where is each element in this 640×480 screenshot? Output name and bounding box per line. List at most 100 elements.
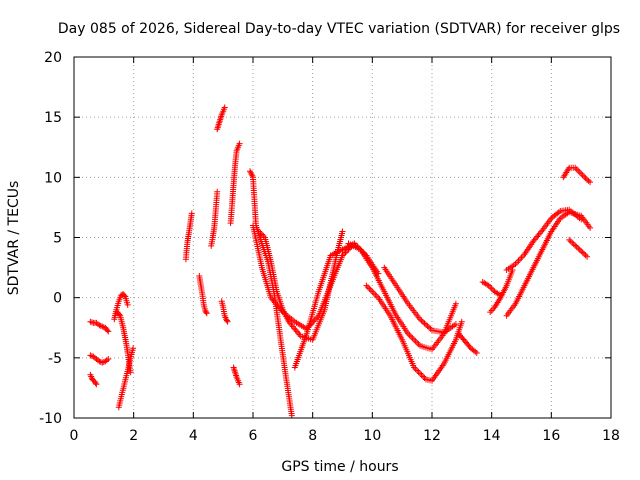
y-tick-labels: -10 -5 0 5 10 15 20 (39, 50, 62, 427)
series-pass-8 (196, 273, 210, 317)
chart-title: Day 085 of 2026, Sidereal Day-to-day VTE… (58, 21, 620, 37)
data-point (426, 324, 432, 331)
x-tick-label: 2 (129, 428, 138, 444)
x-tick-label: 18 (602, 428, 620, 444)
data-point (412, 338, 419, 345)
data-point (92, 380, 99, 387)
data-point (458, 318, 465, 325)
series-pass-7 (182, 210, 195, 263)
data-point (420, 373, 427, 380)
x-tick-label: 12 (423, 428, 441, 444)
data-point (418, 317, 425, 324)
axis-ticks (73, 56, 612, 419)
data-point (582, 175, 589, 182)
series-pass-1 (87, 318, 112, 335)
x-tick-label: 6 (249, 428, 258, 444)
data-point (406, 332, 413, 339)
data-point (366, 285, 373, 292)
data-point (105, 356, 112, 362)
data-point (452, 321, 459, 328)
data-point (364, 284, 371, 291)
data-point (130, 345, 137, 352)
series-pass-10 (214, 104, 228, 133)
data-point (236, 140, 243, 147)
data-point (581, 173, 588, 180)
data-point (121, 292, 128, 299)
series-pass-27 (560, 164, 594, 186)
data-point (372, 291, 379, 298)
data-point (452, 300, 459, 307)
series-pass-21 (455, 330, 480, 356)
data-point (575, 245, 582, 252)
y-tick-label: 5 (53, 231, 62, 247)
data-point (223, 317, 230, 324)
x-tick-labels: 0 2 4 6 8 10 12 14 16 18 (70, 428, 620, 444)
data-point (579, 172, 586, 179)
series-pass-3 (87, 371, 100, 388)
data-point (567, 238, 574, 245)
y-tick-label: 15 (44, 110, 62, 126)
data-point (569, 239, 576, 246)
data-point (188, 210, 195, 217)
data-point (423, 321, 429, 328)
data-point (363, 282, 370, 289)
data-point (575, 167, 582, 174)
data-point (582, 252, 589, 259)
data-point (466, 343, 473, 350)
data-point (587, 224, 594, 231)
data-point (572, 242, 579, 249)
data-point (584, 253, 591, 260)
series-pass-26 (566, 236, 591, 260)
data-point (88, 319, 95, 326)
data-point (587, 179, 594, 186)
data-point (104, 327, 111, 334)
y-tick-label: 20 (44, 50, 62, 66)
data-point (573, 243, 580, 250)
data-point (566, 236, 573, 243)
y-tick-label: 0 (53, 291, 62, 307)
data-point (127, 369, 134, 376)
x-tick-label: 10 (363, 428, 381, 444)
data-point (579, 249, 586, 256)
y-axis-label: SDTVAR / TECUs (6, 181, 22, 296)
series-pass-12 (227, 140, 243, 227)
data-point (421, 320, 428, 327)
data-point (221, 104, 228, 111)
data-point (236, 381, 243, 388)
data-point (203, 310, 210, 317)
y-tick-label: -10 (39, 411, 62, 427)
series-pass-18 (345, 240, 459, 353)
data-point (573, 166, 580, 173)
y-tick-label: -5 (48, 351, 62, 367)
data-point (585, 177, 592, 184)
x-tick-label: 14 (483, 428, 501, 444)
data-point (417, 370, 424, 377)
data-point (414, 339, 421, 346)
x-tick-label: 8 (308, 428, 317, 444)
data-point (420, 319, 426, 325)
data-point (576, 169, 583, 176)
data-point (473, 350, 480, 356)
data-point (93, 381, 100, 388)
data-markers (87, 104, 594, 419)
data-point (87, 318, 94, 325)
data-point (411, 336, 418, 343)
series-pass-25 (503, 209, 594, 319)
data-point (424, 323, 431, 330)
series-pass-9 (208, 188, 221, 249)
data-point (415, 369, 422, 375)
data-point (418, 372, 425, 378)
x-tick-label: 0 (70, 428, 79, 444)
data-point (96, 358, 103, 365)
data-point (367, 287, 374, 294)
data-point (105, 328, 112, 335)
data-point (570, 241, 577, 248)
series-pass-6 (115, 345, 137, 411)
data-point (203, 309, 209, 316)
data-point (339, 228, 346, 235)
data-point (409, 335, 416, 342)
series-pass-13 (230, 364, 243, 388)
data-point (414, 367, 421, 374)
series-pass-2 (87, 352, 112, 366)
